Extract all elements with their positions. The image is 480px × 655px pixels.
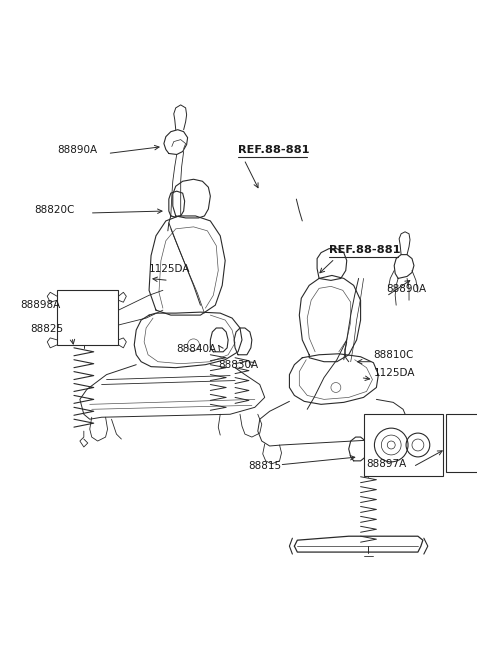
Text: 88840A: 88840A — [176, 344, 216, 354]
Text: 88810C: 88810C — [373, 350, 414, 360]
Text: 1125DA: 1125DA — [373, 367, 415, 377]
FancyBboxPatch shape — [445, 414, 480, 472]
Text: 88820C: 88820C — [35, 205, 75, 215]
Text: 88897A: 88897A — [367, 458, 407, 469]
Text: 88830A: 88830A — [218, 360, 258, 369]
Text: REF.88-881: REF.88-881 — [329, 244, 400, 255]
Text: REF.88-881: REF.88-881 — [238, 145, 310, 155]
Text: 1125DA: 1125DA — [149, 265, 191, 274]
Text: 88890A: 88890A — [386, 284, 426, 294]
FancyBboxPatch shape — [363, 414, 443, 476]
FancyBboxPatch shape — [57, 290, 119, 345]
Text: 88890A: 88890A — [57, 145, 97, 155]
Text: 88898A: 88898A — [21, 300, 61, 310]
Text: 88815: 88815 — [248, 460, 281, 471]
Text: 88825: 88825 — [30, 324, 63, 334]
